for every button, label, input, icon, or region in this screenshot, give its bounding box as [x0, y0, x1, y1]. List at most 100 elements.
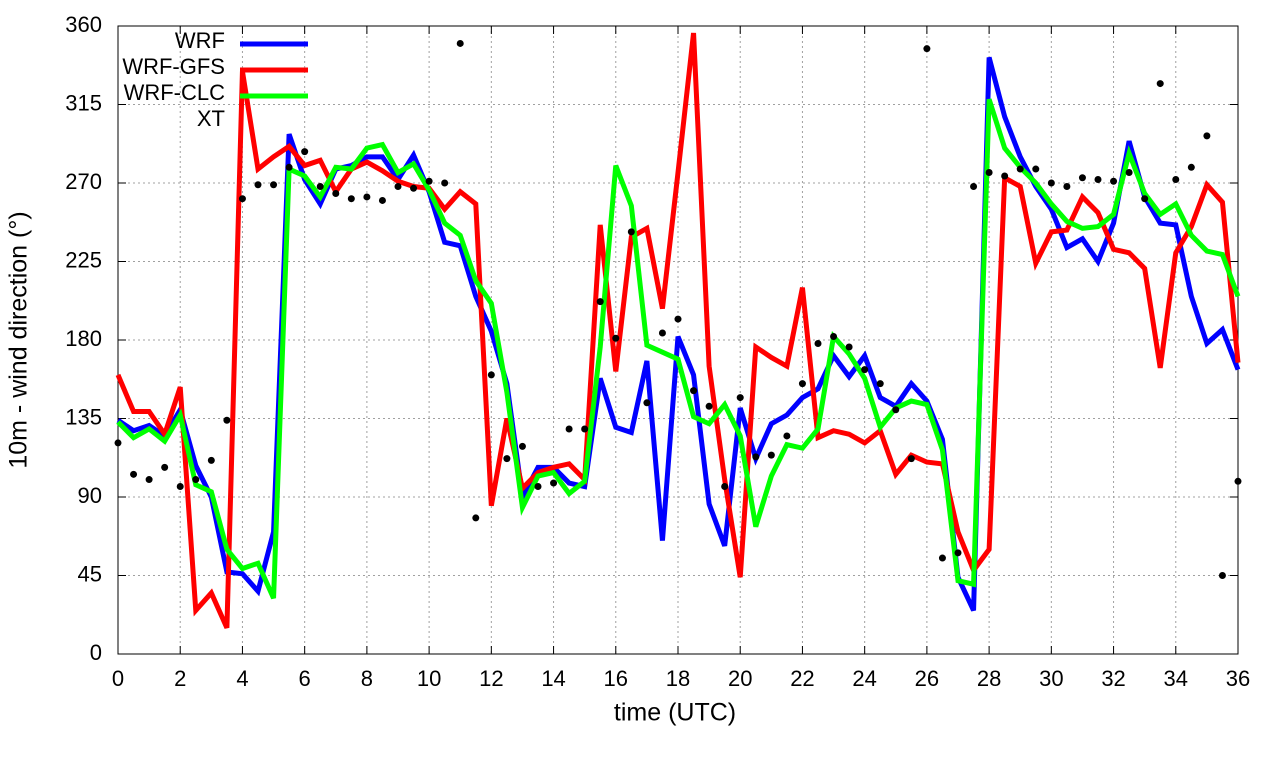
- x-tick-label: 4: [236, 666, 248, 691]
- data-point: [456, 39, 464, 47]
- data-point: [176, 483, 184, 491]
- data-point: [1234, 477, 1242, 485]
- x-tick-label: 18: [666, 666, 690, 691]
- x-tick-label: 0: [112, 666, 124, 691]
- y-tick-label: 360: [65, 12, 102, 37]
- data-point: [192, 476, 200, 484]
- data-point: [285, 163, 293, 171]
- data-point: [783, 432, 791, 440]
- y-axis-label: 10m - wind direction (°): [5, 211, 33, 468]
- data-point: [301, 148, 309, 156]
- data-point: [627, 228, 635, 236]
- legend-label: WRF: [175, 28, 225, 53]
- legend-label: XT: [197, 106, 225, 131]
- data-point: [752, 453, 760, 461]
- data-point: [1110, 177, 1118, 185]
- x-tick-label: 28: [977, 666, 1001, 691]
- legend-label: WRF-CLC: [124, 80, 226, 105]
- data-point: [985, 169, 993, 177]
- x-tick-label: 34: [1164, 666, 1188, 691]
- data-point: [487, 371, 495, 379]
- data-point: [394, 182, 402, 190]
- data-point: [612, 334, 620, 342]
- data-point: [161, 463, 169, 471]
- data-point: [238, 195, 246, 203]
- data-point: [830, 333, 838, 341]
- data-point: [1218, 572, 1226, 579]
- data-point: [472, 514, 480, 522]
- data-point: [674, 315, 682, 323]
- y-tick-label: 45: [78, 561, 102, 586]
- data-point: [596, 298, 604, 306]
- data-point: [1001, 172, 1009, 180]
- data-point: [690, 387, 698, 395]
- data-point: [923, 45, 931, 53]
- data-point: [114, 439, 122, 447]
- data-point: [1063, 182, 1071, 190]
- x-tick-label: 20: [728, 666, 752, 691]
- data-point: [1141, 195, 1149, 203]
- data-point: [518, 442, 526, 450]
- data-point: [441, 179, 449, 187]
- data-point: [1203, 132, 1211, 140]
- data-point: [1047, 179, 1055, 187]
- data-point: [1032, 165, 1040, 173]
- legend-label: WRF-GFS: [122, 54, 225, 79]
- data-point: [938, 554, 946, 562]
- data-point: [876, 380, 884, 388]
- data-point: [705, 402, 713, 410]
- data-point: [1187, 163, 1195, 171]
- data-point: [130, 470, 138, 478]
- x-tick-label: 26: [915, 666, 939, 691]
- data-point: [1172, 176, 1180, 184]
- x-tick-label: 32: [1101, 666, 1125, 691]
- data-point: [658, 329, 666, 337]
- data-point: [1078, 174, 1086, 182]
- y-tick-label: 225: [65, 247, 102, 272]
- data-point: [767, 451, 775, 459]
- x-tick-label: 10: [417, 666, 441, 691]
- y-tick-label: 0: [90, 640, 102, 665]
- x-tick-label: 8: [361, 666, 373, 691]
- data-point: [207, 456, 215, 464]
- data-point: [798, 380, 806, 388]
- y-tick-label: 135: [65, 404, 102, 429]
- data-point: [721, 483, 729, 491]
- data-point: [1156, 80, 1164, 88]
- x-tick-label: 16: [604, 666, 628, 691]
- data-point: [565, 425, 573, 433]
- y-tick-label: 180: [65, 326, 102, 351]
- data-point: [1125, 169, 1133, 177]
- data-point: [861, 366, 869, 374]
- data-point: [363, 193, 371, 201]
- data-point: [581, 425, 589, 433]
- data-point: [503, 455, 511, 463]
- data-point: [550, 479, 558, 487]
- y-tick-label: 315: [65, 90, 102, 115]
- x-tick-label: 36: [1226, 666, 1250, 691]
- data-point: [425, 177, 433, 185]
- y-tick-label: 90: [78, 483, 102, 508]
- x-tick-label: 14: [541, 666, 565, 691]
- data-point: [845, 343, 853, 351]
- data-point: [954, 549, 962, 557]
- data-point: [254, 181, 262, 189]
- series-line: [116, 98, 1241, 600]
- x-axis-label: time (UTC): [614, 699, 736, 727]
- x-tick-label: 12: [479, 666, 503, 691]
- x-tick-label: 22: [790, 666, 814, 691]
- series-line: [115, 32, 1241, 629]
- x-tick-label: 2: [174, 666, 186, 691]
- data-point: [347, 195, 355, 203]
- data-point: [907, 455, 915, 463]
- data-point: [332, 189, 340, 197]
- y-tick-label: 270: [65, 169, 102, 194]
- data-point: [736, 394, 744, 402]
- data-point: [814, 339, 822, 347]
- data-point: [410, 184, 418, 192]
- data-point: [1094, 176, 1102, 184]
- data-point: [970, 182, 978, 190]
- data-point: [145, 476, 153, 484]
- data-point: [534, 483, 542, 491]
